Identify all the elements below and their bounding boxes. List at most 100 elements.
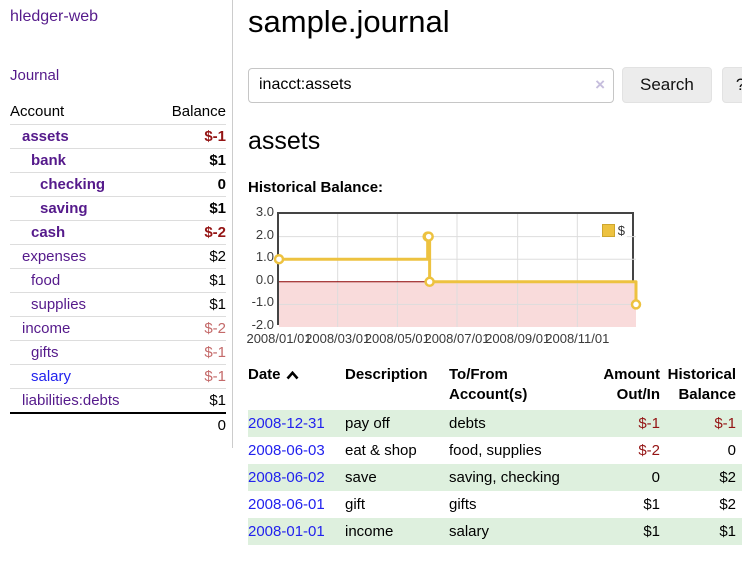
chart-x-tick-label: 2008/07/01 [424, 331, 490, 346]
register-header-date[interactable]: Date [248, 363, 345, 410]
register-header-row: Date Description To/From Account(s) Amou… [248, 363, 742, 410]
legend-swatch-icon [601, 224, 615, 237]
account-balance: $1 [154, 148, 226, 173]
transaction-accounts: food, supplies [449, 441, 542, 459]
chart-y-tick-label: -1.0 [251, 294, 274, 310]
account-row: supplies $1 [10, 292, 226, 317]
help-button[interactable]: ? [721, 67, 742, 103]
accounts-table: Account Balance assets $-1 bank $1 check… [10, 100, 226, 437]
search-button[interactable]: Search [622, 67, 712, 103]
account-link-assets[interactable]: assets [22, 128, 69, 145]
register-row: 2008-12-31 pay off debts $-1 $-1 [248, 409, 742, 437]
accounts-total: 0 [154, 412, 226, 437]
search-form: × Search ? [248, 67, 742, 103]
account-link-gifts[interactable]: gifts [31, 344, 59, 361]
transaction-date-link[interactable]: 2008-06-02 [248, 468, 325, 486]
account-row: income $-2 [10, 316, 226, 341]
chart-title: Historical Balance: [248, 179, 384, 196]
clear-search-icon[interactable]: × [595, 74, 605, 94]
register-row: 2008-06-03 eat & shop food, supplies $-2… [248, 437, 742, 464]
account-link-checking[interactable]: checking [40, 176, 106, 193]
register-row: 2008-01-01 income salary $1 $1 [248, 517, 742, 545]
account-balance: $-2 [154, 316, 226, 341]
account-row: liabilities:debts $1 [10, 388, 226, 413]
transaction-amount: $-2 [638, 441, 660, 459]
account-row: expenses $2 [10, 244, 226, 269]
transaction-amount: 0 [651, 468, 660, 486]
account-balance: 0 [154, 172, 226, 197]
register-header-balance: Historical Balance [667, 366, 736, 404]
main-content: sample.journal × Search ? assets Histori… [246, 0, 742, 545]
accounts-header-account: Account [10, 103, 65, 120]
transaction-balance: $2 [719, 468, 736, 486]
account-link-cash[interactable]: cash [31, 224, 66, 241]
sidebar: hledger-web Journal Account Balance asse… [0, 0, 233, 448]
transaction-description: gift [345, 495, 366, 513]
transaction-balance: $2 [719, 495, 736, 513]
chart-y-tick-label: 0.0 [255, 271, 274, 287]
account-link-salary[interactable]: salary [31, 368, 72, 385]
account-link-supplies[interactable]: supplies [31, 296, 87, 313]
account-balance: $-1 [154, 364, 226, 389]
account-link-liabilities-debts[interactable]: liabilities:debts [22, 392, 120, 409]
legend-label: $ [617, 223, 625, 238]
account-row: cash $-2 [10, 220, 226, 245]
account-row: checking 0 [10, 172, 226, 197]
transaction-accounts: gifts [449, 495, 477, 513]
account-balance: $-1 [154, 340, 226, 365]
sort-ascending-icon [286, 366, 299, 386]
account-balance: $1 [154, 268, 226, 293]
account-link-food[interactable]: food [31, 272, 61, 289]
account-balance: $2 [154, 244, 226, 269]
chart-y-tick-label: 1.0 [255, 249, 274, 265]
chart-x-tick-label: 2008/11/01 [545, 331, 610, 346]
account-balance: $1 [154, 196, 226, 221]
account-link-bank[interactable]: bank [31, 152, 67, 169]
app-title: hledger-web [10, 8, 99, 25]
register-table: Date Description To/From Account(s) Amou… [248, 363, 742, 545]
chart-plot-area: $ [273, 212, 642, 327]
chart-y-tick-label: 2.0 [255, 226, 274, 242]
account-link-saving[interactable]: saving [40, 200, 88, 217]
chart-canvas [273, 214, 642, 327]
account-row: salary $-1 [10, 364, 226, 389]
transaction-amount: $-1 [638, 414, 660, 432]
transaction-date-link[interactable]: 2008-01-01 [248, 522, 325, 540]
transaction-amount: $1 [643, 495, 660, 513]
account-row: gifts $-1 [10, 340, 226, 365]
account-link-expenses[interactable]: expenses [22, 248, 87, 265]
register-header-description: Description [345, 366, 428, 383]
transaction-accounts: debts [449, 414, 486, 432]
transaction-accounts: saving, checking [449, 468, 560, 486]
transaction-description: save [345, 468, 377, 486]
chart-y-tick-label: 3.0 [255, 204, 274, 219]
transaction-balance: 0 [727, 441, 736, 459]
transaction-date-link[interactable]: 2008-06-03 [248, 441, 325, 459]
transaction-date-link[interactable]: 2008-12-31 [248, 414, 325, 432]
transaction-description: income [345, 522, 394, 540]
accounts-total-row: 0 [10, 412, 226, 437]
account-link-income[interactable]: income [22, 320, 71, 337]
account-row: food $1 [10, 268, 226, 293]
search-input[interactable] [248, 67, 614, 103]
transaction-date-link[interactable]: 2008-06-01 [248, 495, 325, 513]
transaction-balance: $-1 [714, 414, 736, 432]
account-row: assets $-1 [10, 124, 226, 149]
chart-y-tick-label: -2.0 [251, 317, 274, 332]
transaction-accounts: salary [449, 522, 490, 540]
chart-x-tick-label: 2008/01/01 [246, 331, 312, 346]
account-heading: assets [248, 127, 321, 155]
chart-x-tick-label: 2008/05/01 [364, 331, 430, 346]
transaction-balance: $1 [719, 522, 736, 540]
transaction-description: eat & shop [345, 441, 417, 459]
historical-balance-chart: 3.0 2.0 1.0 0.0 -1.0 -2.0 $ 2008/01/01 2008/03… [246, 204, 742, 347]
register-header-accounts: To/From Account(s) [449, 366, 528, 404]
transaction-amount: $1 [643, 522, 660, 540]
chart-x-tick-label: 2008/09/01 [485, 331, 551, 346]
transaction-description: pay off [345, 414, 390, 432]
account-balance: $-2 [154, 220, 226, 245]
account-balance: $1 [154, 292, 226, 317]
account-row: bank $1 [10, 148, 226, 173]
sidebar-item-journal[interactable]: Journal [10, 67, 60, 84]
